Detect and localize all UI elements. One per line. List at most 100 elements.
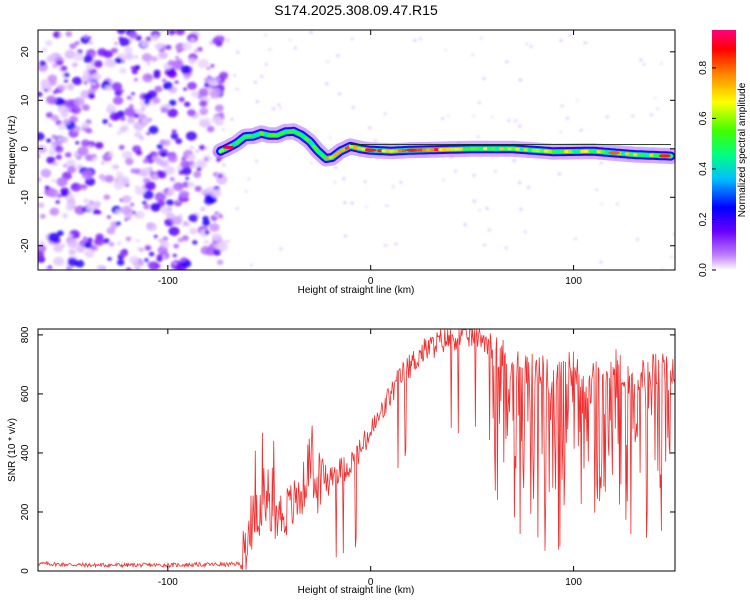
- noise-blob: [166, 199, 174, 206]
- noise-blob: [204, 146, 209, 150]
- noise-blob: [111, 82, 123, 92]
- noise-blob: [200, 206, 206, 212]
- noise-speck: [477, 101, 481, 105]
- noise-speck: [383, 112, 387, 115]
- noise-blob: [153, 174, 159, 179]
- noise-blob: [212, 248, 222, 256]
- noise-blob: [38, 91, 43, 97]
- noise-blob: [114, 41, 118, 45]
- noise-speck: [599, 261, 603, 264]
- noise-blob: [38, 132, 45, 141]
- noise-blob: [196, 167, 202, 172]
- noise-blob: [190, 37, 195, 42]
- snr-y-label: SNR (10 * v/v): [7, 418, 18, 482]
- noise-blob: [177, 237, 184, 243]
- noise-speck: [659, 62, 663, 65]
- noise-blob: [58, 104, 69, 114]
- noise-blob: [77, 146, 89, 156]
- noise-blob: [133, 55, 139, 59]
- colorbar-tick-label: 0.8: [698, 61, 709, 75]
- noise-blob: [107, 256, 112, 261]
- noise-blob: [189, 227, 198, 235]
- noise-blob: [103, 238, 110, 244]
- noise-blob: [104, 85, 113, 92]
- noise-blob: [47, 265, 53, 270]
- noise-blob: [167, 189, 172, 194]
- noise-speck: [265, 63, 268, 66]
- noise-blob: [204, 77, 209, 82]
- noise-speck: [336, 54, 340, 57]
- noise-blob: [56, 177, 68, 187]
- noise-speck: [391, 185, 395, 188]
- noise-blob: [64, 49, 76, 60]
- ridge-hotspot: [608, 151, 621, 155]
- spectrogram-ridge: [212, 123, 675, 167]
- noise-blob: [66, 83, 75, 91]
- noise-blob: [118, 144, 125, 150]
- noise-speck: [642, 63, 646, 66]
- noise-speck: [482, 77, 486, 80]
- noise-blob: [116, 241, 122, 246]
- noise-blob: [175, 55, 179, 60]
- snr-ticks: -100 0 100 0 200 400 600 800: [20, 326, 675, 588]
- noise-speck: [518, 125, 522, 128]
- noise-blob: [204, 117, 210, 123]
- noise-speck: [584, 41, 587, 44]
- noise-blob: [169, 176, 175, 182]
- noise-blob: [67, 239, 79, 249]
- snr-series: [38, 329, 675, 570]
- noise-speck: [600, 202, 603, 206]
- noise-blob: [203, 188, 212, 195]
- noise-blob: [81, 169, 93, 180]
- noise-blob: [56, 60, 63, 66]
- noise-blob: [110, 47, 118, 54]
- noise-blob: [211, 232, 222, 242]
- noise-blob: [56, 230, 64, 236]
- noise-blob: [154, 85, 163, 93]
- noise-blob: [206, 125, 215, 133]
- noise-blob: [64, 152, 72, 158]
- noise-blob: [84, 241, 93, 249]
- noise-blob: [143, 258, 149, 263]
- noise-speck: [293, 46, 297, 50]
- noise-blob: [154, 192, 166, 202]
- noise-speck: [504, 246, 508, 249]
- noise-blob: [125, 158, 134, 166]
- noise-blob: [49, 207, 60, 216]
- noise-blob: [214, 104, 224, 112]
- spectrogram-x-tick-label: -100: [158, 276, 178, 287]
- noise-blob: [51, 178, 56, 183]
- noise-blob: [133, 65, 141, 71]
- noise-blob: [168, 99, 177, 106]
- noise-speck: [385, 204, 389, 207]
- noise-blob: [167, 59, 176, 67]
- noise-blob: [81, 184, 86, 188]
- noise-speck: [351, 106, 355, 109]
- noise-blob: [73, 52, 84, 62]
- noise-blob: [55, 200, 60, 204]
- noise-speck: [670, 255, 673, 258]
- noise-blob: [75, 141, 80, 145]
- noise-speck: [309, 31, 313, 34]
- noise-blob: [163, 81, 173, 90]
- noise-blob: [214, 118, 224, 126]
- noise-blob: [134, 132, 140, 138]
- noise-blob: [47, 74, 58, 83]
- colorbar: 0.0 0.2 0.4 0.6 0.8 Normalized spectral ampl…: [698, 30, 748, 277]
- noise-blob: [91, 81, 96, 86]
- noise-blob: [168, 226, 180, 236]
- noise-speck: [560, 104, 564, 108]
- noise-blob: [148, 251, 155, 257]
- noise-blob: [182, 42, 193, 51]
- noise-blob: [142, 158, 149, 164]
- noise-blob: [187, 154, 196, 162]
- noise-speck: [363, 180, 367, 183]
- noise-blob: [61, 243, 66, 248]
- noise-speck: [235, 207, 239, 210]
- noise-blob: [101, 161, 105, 165]
- spectrogram-y-tick-label: 10: [20, 94, 31, 106]
- noise-blob: [52, 90, 58, 95]
- noise-speck: [235, 87, 239, 91]
- noise-blob: [62, 213, 68, 219]
- noise-blob: [197, 47, 203, 52]
